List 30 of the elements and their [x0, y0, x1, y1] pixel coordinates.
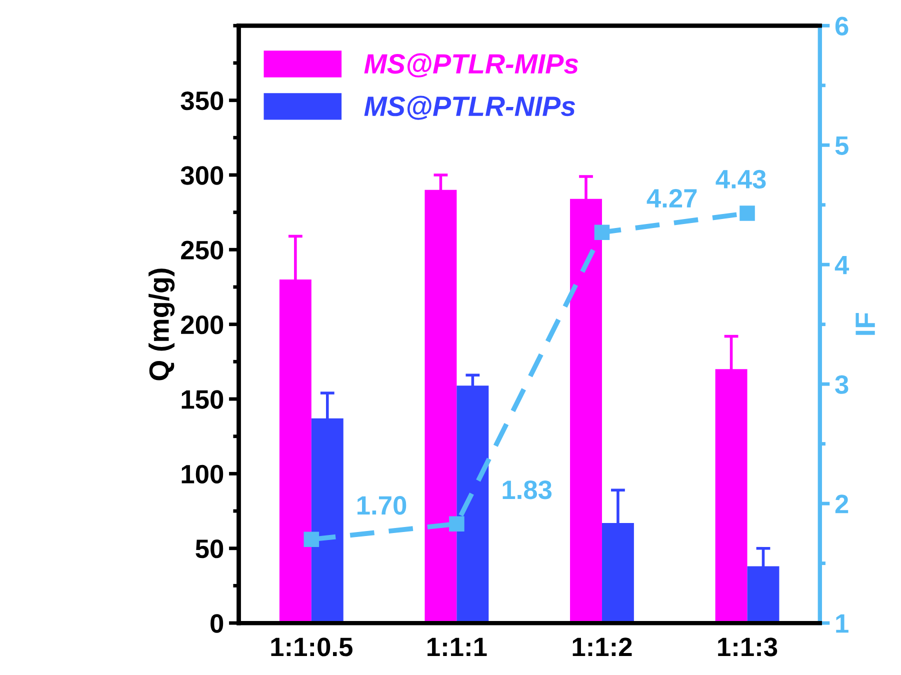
y-tick-label: 0	[210, 614, 224, 633]
y2-tick-label: 2	[835, 494, 848, 514]
y2-tick-label: 6	[835, 16, 848, 36]
y2-tick-label: 5	[835, 136, 848, 155]
x-tick-label: 1:1:3	[718, 638, 778, 656]
y-tick-label: 100	[182, 464, 224, 484]
y2-tick-label: 1	[836, 614, 848, 633]
data-label: 4.27	[646, 188, 697, 208]
y2-tick-label: 4	[834, 256, 850, 274]
y2-axis-title: IF	[856, 313, 875, 335]
point	[594, 224, 610, 240]
legend-label: MS@PTLR-NIPs	[364, 96, 576, 120]
y-tick-label: 300	[180, 166, 224, 185]
y-tick-label: 150	[182, 390, 224, 409]
x-tick-label: 1:1:2	[572, 638, 632, 656]
y2-tick-label: 3	[835, 375, 848, 394]
point	[304, 532, 320, 548]
y-tick-label: 200	[181, 315, 224, 334]
point	[740, 206, 755, 221]
y-tick-label: 350	[180, 91, 224, 110]
y-tick-label: 250	[181, 240, 224, 260]
point	[449, 516, 464, 532]
x-tick-label: 1:1:1	[428, 638, 487, 656]
legend-label: MS@PTLR-MIPs	[364, 53, 578, 78]
y-axis-title: Q (mg/g)	[148, 268, 175, 380]
x-tick-label: 1:1:0.5	[271, 638, 352, 656]
data-label: 1.70	[358, 496, 406, 515]
y-tick-label: 50	[196, 539, 224, 558]
data-label: 4.43	[716, 170, 766, 189]
data-label: 1.83	[502, 480, 552, 500]
